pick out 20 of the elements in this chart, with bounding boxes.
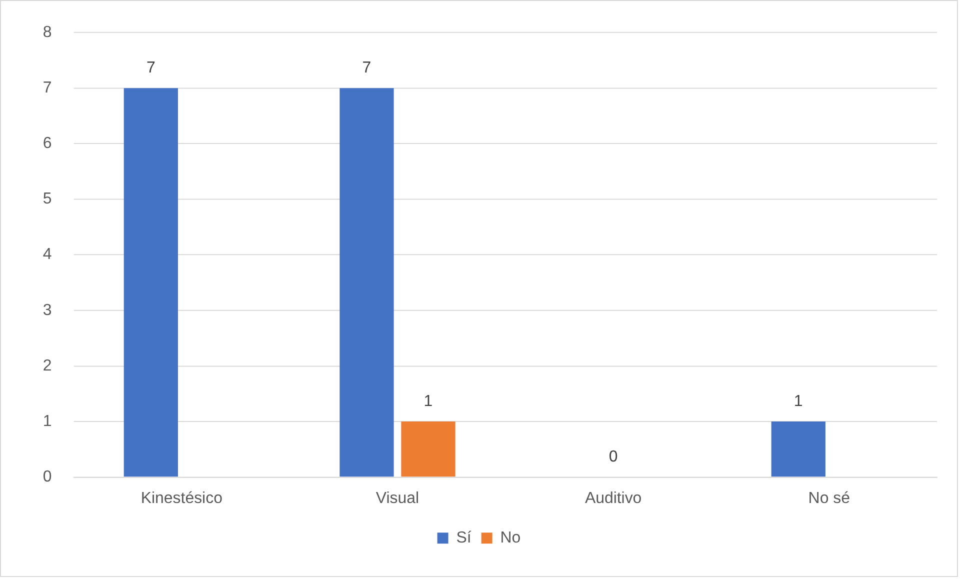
data-label: 7 — [146, 60, 156, 77]
y-tick-label: 1 — [42, 412, 52, 430]
y-tick-label: 8 — [42, 24, 52, 41]
x-tick-label: Kinestésico — [140, 490, 223, 508]
y-tick-label: 7 — [42, 79, 52, 96]
legend-label: No — [500, 530, 521, 547]
data-label: 1 — [424, 393, 433, 410]
y-tick-label: 5 — [42, 190, 52, 208]
data-label: 7 — [362, 60, 372, 77]
legend-label: Sí — [456, 530, 472, 547]
y-tick-label: 3 — [42, 302, 52, 319]
x-tick-label: Auditivo — [584, 490, 642, 508]
y-tick-label: 2 — [42, 357, 52, 374]
y-tick-label: 4 — [42, 246, 52, 264]
x-tick-label: Visual — [376, 490, 420, 508]
y-tick-label: 6 — [42, 135, 52, 152]
x-tick-label: No sé — [808, 490, 850, 508]
data-label: 1 — [794, 393, 803, 410]
y-tick-label: 0 — [42, 468, 52, 486]
annotation: 0 — [608, 448, 618, 466]
